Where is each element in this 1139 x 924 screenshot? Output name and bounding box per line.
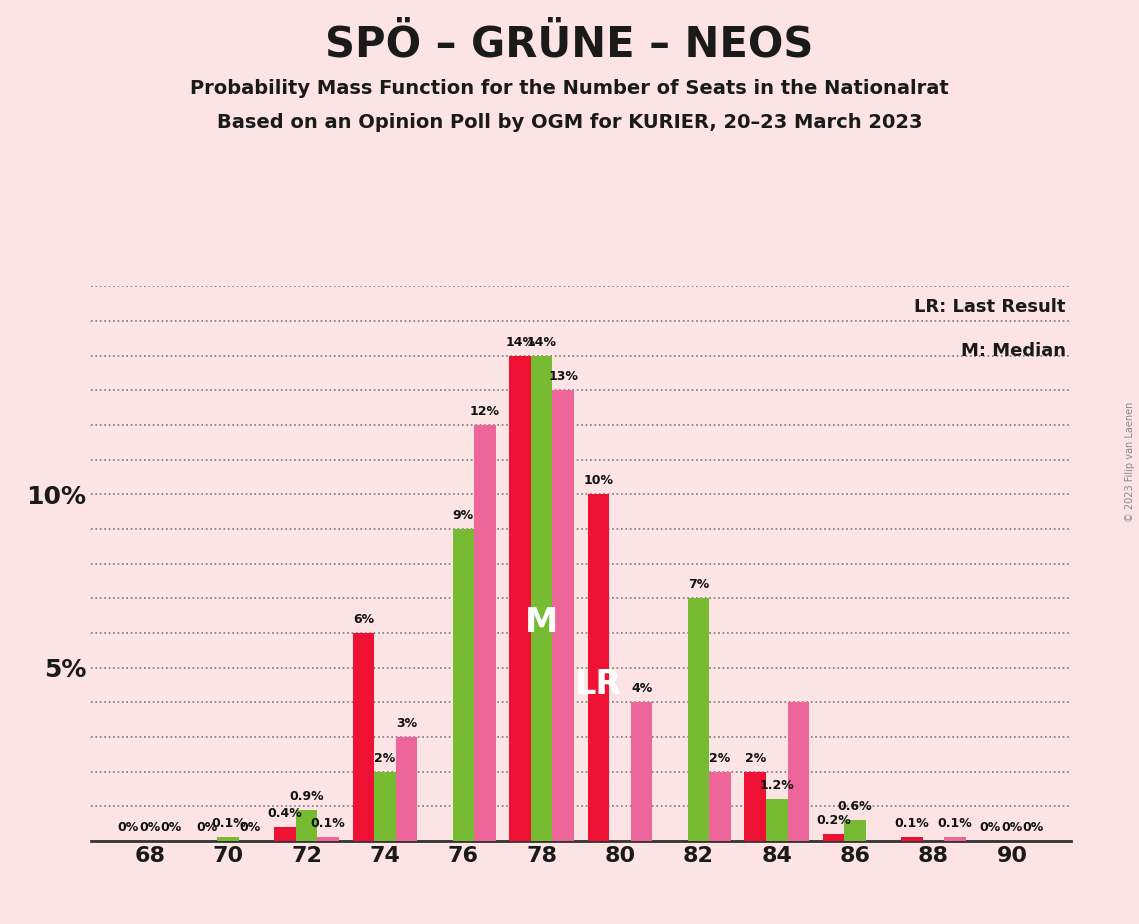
Text: 0%: 0% (239, 821, 261, 833)
Text: 2%: 2% (375, 751, 395, 765)
Bar (688, 599, 710, 841)
Text: SPÖ – GRÜNE – NEOS: SPÖ – GRÜNE – NEOS (326, 23, 813, 65)
Text: 9%: 9% (453, 509, 474, 522)
Bar (274, 827, 296, 841)
Text: 0%: 0% (161, 821, 182, 833)
Text: 0%: 0% (139, 821, 161, 833)
Text: 6%: 6% (353, 613, 374, 626)
Text: © 2023 Filip van Laenen: © 2023 Filip van Laenen (1125, 402, 1134, 522)
Text: 0.2%: 0.2% (817, 814, 851, 827)
Bar (531, 356, 552, 841)
Text: 12%: 12% (470, 405, 500, 418)
Text: 0%: 0% (980, 821, 1001, 833)
Text: 1.2%: 1.2% (760, 779, 794, 793)
Bar (631, 702, 653, 841)
Text: 0.1%: 0.1% (211, 818, 246, 831)
Bar (318, 837, 339, 841)
Text: 0.1%: 0.1% (894, 818, 929, 831)
Text: 14%: 14% (526, 335, 557, 349)
Text: 0.1%: 0.1% (937, 818, 973, 831)
Text: 0%: 0% (196, 821, 218, 833)
Text: 0.4%: 0.4% (268, 807, 303, 821)
Text: 0%: 0% (1001, 821, 1023, 833)
Text: 0%: 0% (1023, 821, 1044, 833)
Text: Probability Mass Function for the Number of Seats in the Nationalrat: Probability Mass Function for the Number… (190, 79, 949, 98)
Bar (395, 737, 417, 841)
Bar (353, 633, 375, 841)
Text: 0.9%: 0.9% (289, 790, 323, 803)
Text: 13%: 13% (548, 371, 579, 383)
Bar (588, 494, 609, 841)
Text: M: Median: M: Median (961, 342, 1066, 359)
Text: 2%: 2% (745, 751, 765, 765)
Text: 14%: 14% (506, 335, 535, 349)
Text: M: M (525, 606, 558, 639)
Text: 7%: 7% (688, 578, 710, 591)
Bar (474, 425, 495, 841)
Text: 2%: 2% (710, 751, 730, 765)
Bar (552, 390, 574, 841)
Text: Based on an Opinion Poll by OGM for KURIER, 20–23 March 2023: Based on an Opinion Poll by OGM for KURI… (216, 113, 923, 132)
Text: 0.6%: 0.6% (838, 800, 872, 813)
Bar (296, 809, 318, 841)
Bar (218, 837, 239, 841)
Bar (822, 833, 844, 841)
Text: LR: Last Result: LR: Last Result (915, 298, 1066, 315)
Text: 3%: 3% (396, 717, 417, 730)
Bar (509, 356, 531, 841)
Bar (901, 837, 923, 841)
Bar (844, 821, 866, 841)
Bar (710, 772, 731, 841)
Bar (375, 772, 395, 841)
Text: LR: LR (575, 668, 622, 701)
Text: 0%: 0% (117, 821, 139, 833)
Text: 10%: 10% (583, 474, 614, 488)
Bar (745, 772, 767, 841)
Text: 4%: 4% (631, 682, 653, 695)
Text: 0.1%: 0.1% (311, 818, 345, 831)
Bar (787, 702, 809, 841)
Bar (944, 837, 966, 841)
Bar (767, 799, 787, 841)
Bar (452, 529, 474, 841)
